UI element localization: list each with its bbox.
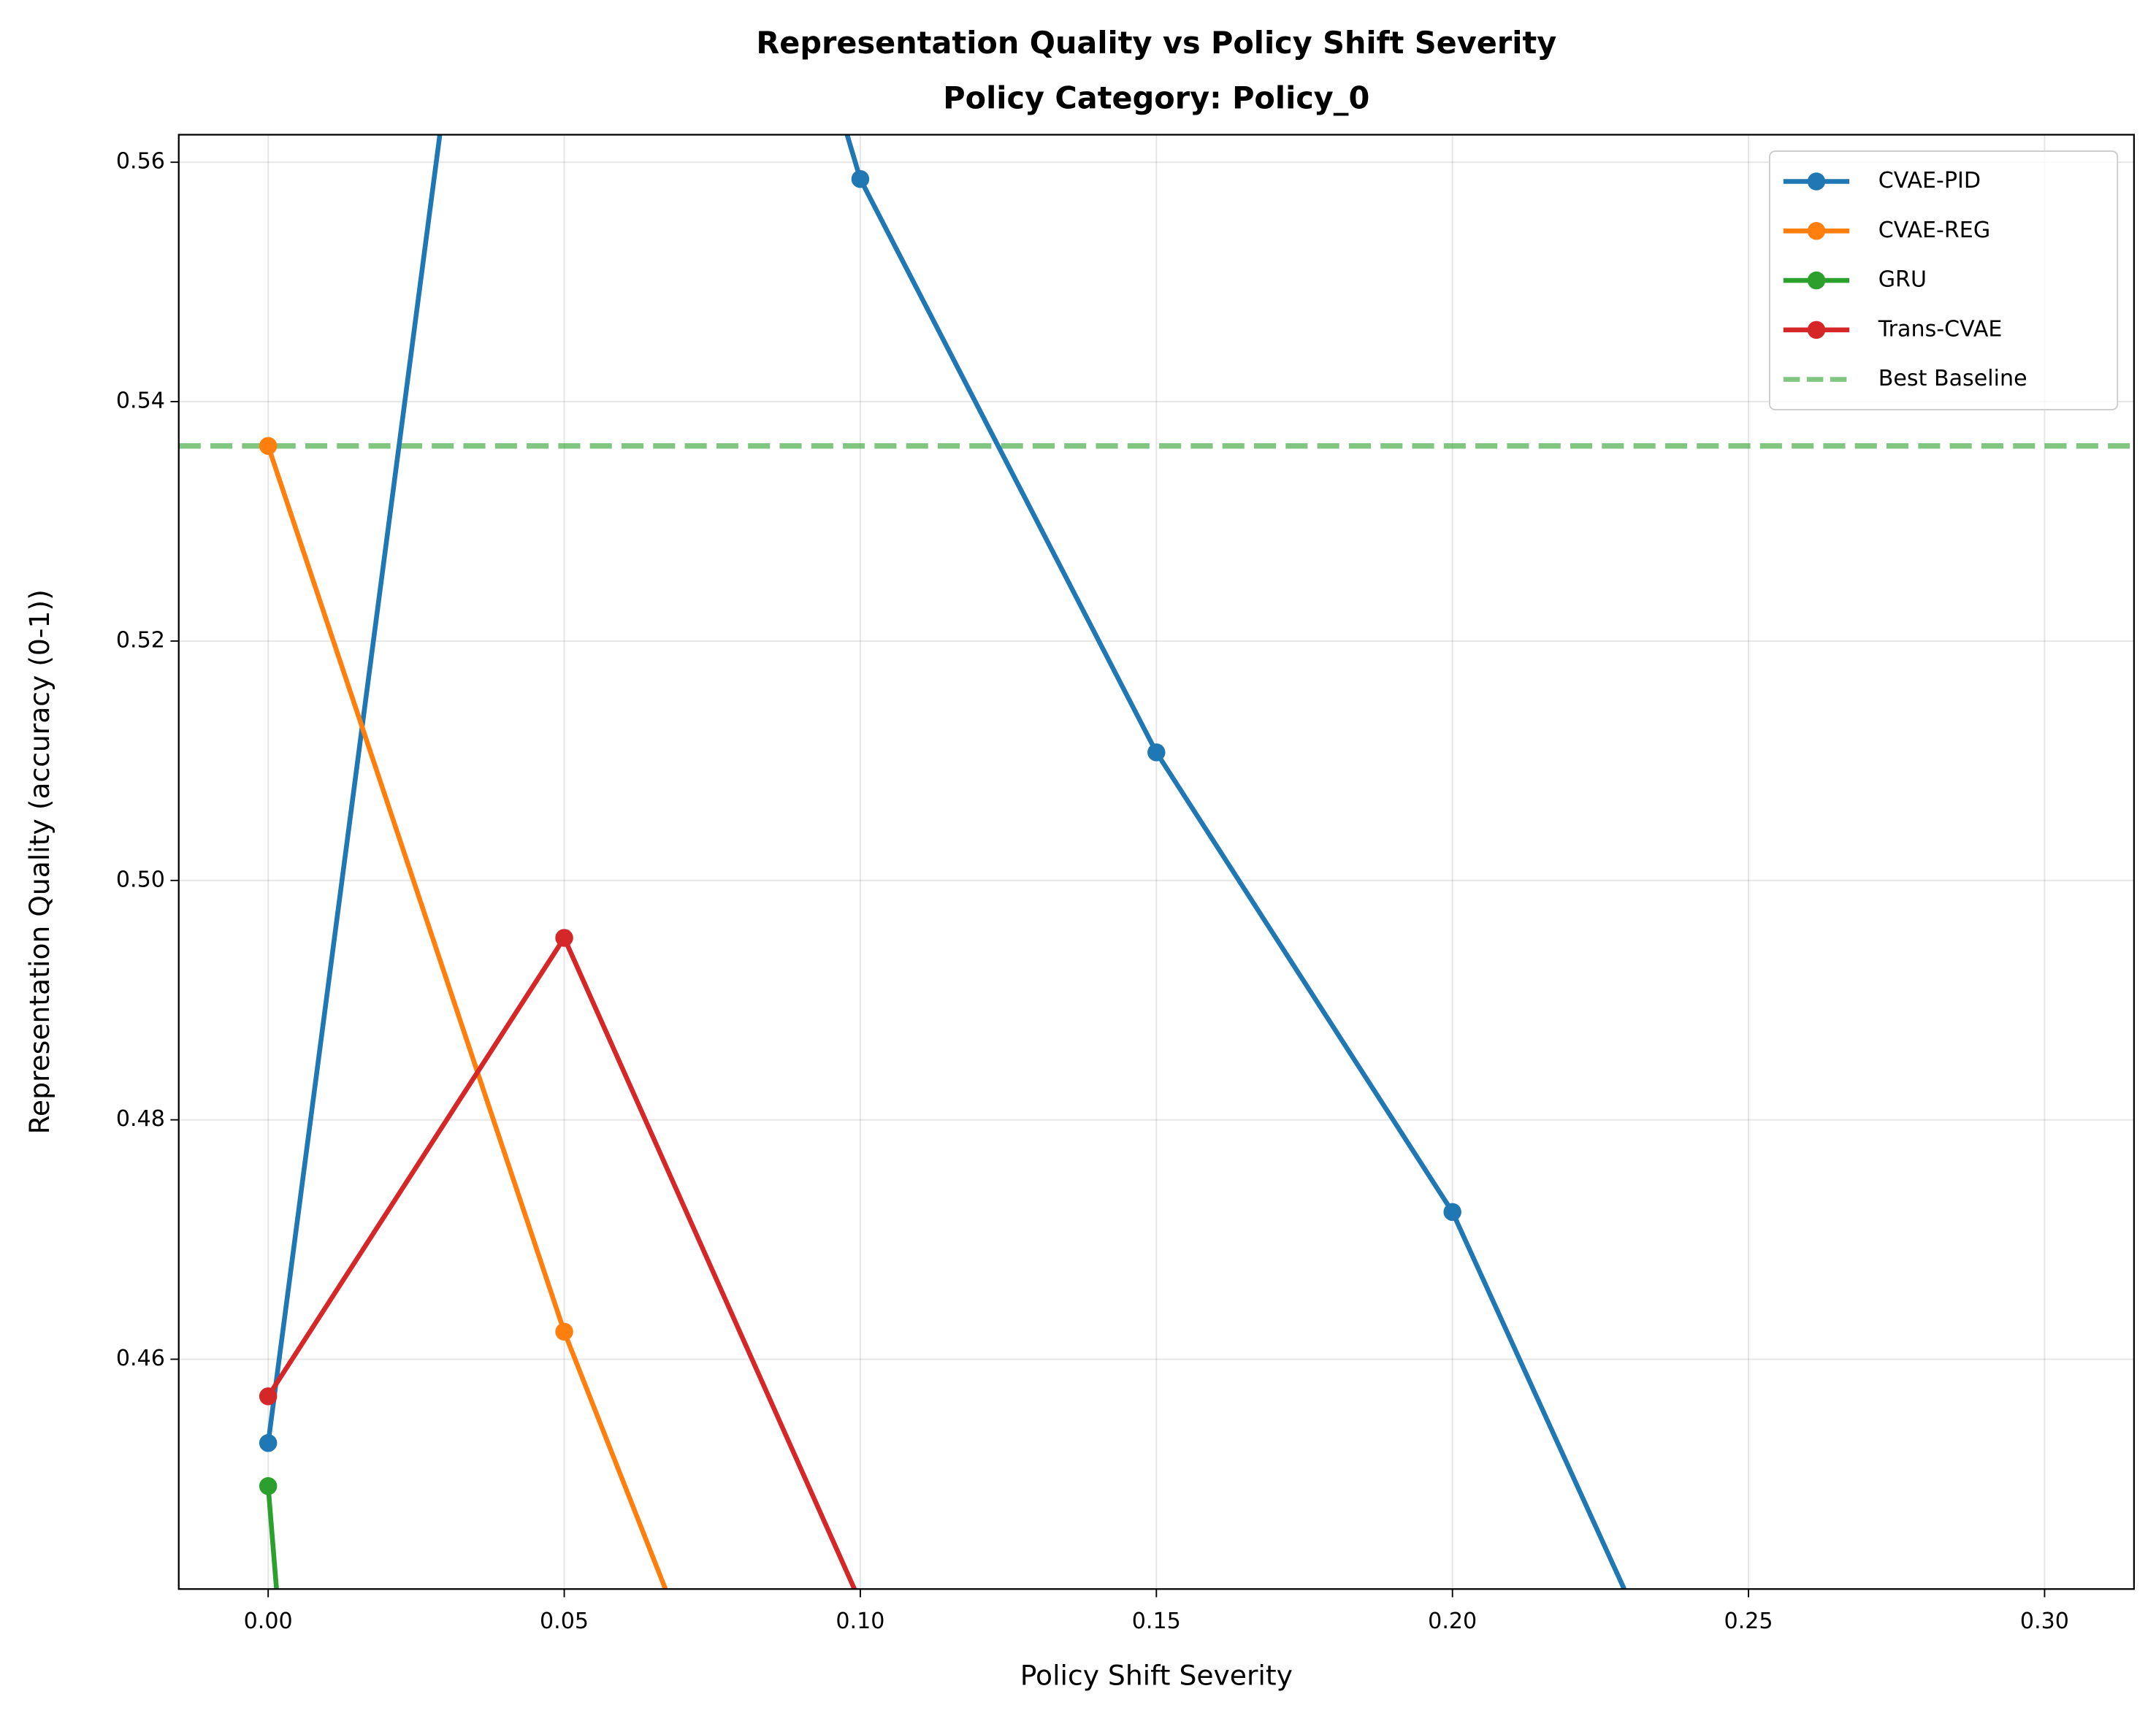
y-axis-label: Representation Quality (accuracy (0-1)): [23, 589, 56, 1134]
y-tick-label: 0.46: [116, 1346, 165, 1371]
plot-area: [178, 134, 2134, 1590]
x-tick-label: 0.00: [244, 1609, 293, 1634]
y-tick-label: 0.50: [116, 867, 165, 892]
chart-title: Representation Quality vs Policy Shift S…: [756, 26, 1556, 61]
data-point: [1443, 1203, 1461, 1222]
x-tick-label: 0.30: [2020, 1609, 2069, 1634]
legend-box: [1769, 150, 2119, 410]
data-point: [1147, 743, 1166, 762]
data-point: [555, 929, 573, 947]
legend-marker: [1807, 172, 1826, 191]
y-tick-label: 0.52: [116, 627, 165, 653]
legend-marker: [1807, 222, 1826, 240]
legend-label: GRU: [1878, 267, 1927, 293]
data-point: [555, 1322, 573, 1341]
y-tick-label: 0.56: [116, 149, 165, 175]
x-tick-label: 0.05: [540, 1609, 589, 1634]
data-point: [259, 1477, 278, 1495]
legend-label: CVAE-REG: [1878, 218, 1990, 243]
data-point: [851, 169, 870, 188]
data-point: [259, 1387, 278, 1406]
plot-frame: [177, 134, 2136, 1590]
legend-marker: [1807, 321, 1826, 340]
data-point: [259, 437, 278, 455]
x-tick-label: 0.20: [1428, 1609, 1477, 1634]
x-tick-label: 0.10: [836, 1609, 884, 1634]
legend-label: Best Baseline: [1878, 366, 2027, 391]
chart-subtitle: Policy Category: Policy_0: [943, 80, 1369, 115]
legend-label: CVAE-PID: [1878, 168, 1981, 193]
series-line: [265, 134, 1627, 1590]
x-tick-label: 0.25: [1724, 1609, 1773, 1634]
x-tick-label: 0.15: [1132, 1609, 1181, 1634]
legend-label: Trans-CVAE: [1878, 316, 2003, 342]
legend-marker: [1807, 271, 1826, 290]
y-tick-label: 0.48: [116, 1106, 165, 1132]
data-point: [259, 1434, 278, 1452]
x-axis-label: Policy Shift Severity: [1020, 1659, 1293, 1691]
y-tick-label: 0.54: [116, 388, 165, 414]
